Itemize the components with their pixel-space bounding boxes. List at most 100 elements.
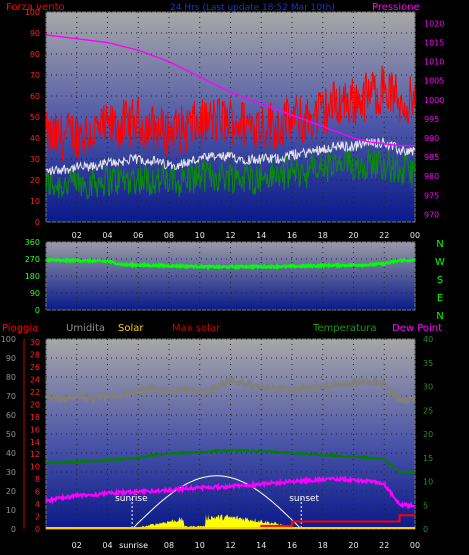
hour-tick-label: 06	[133, 231, 143, 240]
humidity-tick-label: 60	[6, 411, 16, 420]
rain-tick-label: 10	[30, 463, 40, 472]
pressure-y-ticks: 970 975 980 985 990 995 1000 1005 1010 1015 1020	[424, 19, 444, 219]
direction-plot-area	[45, 241, 416, 311]
humidity-tick-label: 90	[6, 354, 16, 363]
temperature-tick-label: 40	[423, 335, 433, 344]
humidity-tick-label: 0	[11, 525, 16, 534]
dew-point-line	[45, 474, 416, 510]
sunrise-axis-label: sunrise	[119, 541, 148, 550]
wind-tick-label: 70	[30, 71, 40, 80]
wind-center-label: 24 Hrs (Last update 18:52 Mar 10th)	[170, 3, 335, 13]
hour-tick-label: 12	[225, 541, 235, 550]
wind-tick-label: 100	[25, 8, 40, 17]
hour-tick-label: 22	[379, 231, 389, 240]
direction-series	[45, 257, 416, 271]
rain-tick-label: 4	[35, 500, 40, 509]
compass-label: N	[436, 239, 443, 250]
wind-series	[45, 34, 416, 200]
compass-label: W	[435, 257, 445, 268]
hour-tick-label: 04	[102, 231, 112, 240]
sunrise-label: sunrise	[115, 494, 148, 504]
ten-min-line	[45, 137, 416, 176]
rain-tick-label: 26	[30, 363, 40, 372]
hour-tick-label: 00	[410, 231, 420, 240]
sunset-label: sunset	[289, 494, 319, 504]
direction-y-ticks: 0 90 180 270 360	[25, 238, 40, 315]
wind-tick-label: 10	[30, 197, 40, 206]
pressure-tick-label: 1005	[424, 77, 444, 86]
humidity-tick-label: 30	[6, 468, 16, 477]
rain-tick-label: 12	[30, 450, 40, 459]
hour-tick-label: 04	[102, 541, 112, 550]
rain-tick-label: 16	[30, 425, 40, 434]
direction-tick-label: 270	[25, 255, 40, 264]
temperature-line	[45, 448, 416, 475]
hour-tick-label: 16	[287, 541, 297, 550]
pressure-tick-label: 1015	[424, 39, 444, 48]
pressure-line	[45, 34, 415, 147]
humidity-tick-label: 10	[6, 506, 16, 515]
rain-grid	[45, 338, 416, 530]
pressure-tick-label: 970	[424, 210, 439, 219]
humidity-tick-label: 40	[6, 449, 16, 458]
rain-tick-label: 14	[30, 438, 40, 447]
hour-tick-label: 16	[287, 231, 297, 240]
direction-tick-label: 180	[25, 272, 40, 281]
pressure-tick-label: 1010	[424, 58, 444, 67]
solar-label: Solar	[118, 323, 144, 334]
pressure-tick-label: 980	[424, 172, 439, 181]
pressure-tick-label: 985	[424, 153, 439, 162]
rain-tick-label: 6	[35, 488, 40, 497]
compass-label: S	[437, 275, 443, 286]
rain-tick-label: 0	[35, 525, 40, 534]
hour-tick-label: 20	[348, 541, 358, 550]
rain-tick-label: 8	[35, 475, 40, 484]
hour-tick-label: 02	[72, 231, 82, 240]
wind-x-ticks: 02 04 06 08 10 12 14 16 18 20 22 00	[72, 231, 420, 240]
wind-tick-label: 30	[30, 155, 40, 164]
rain-tick-label: 24	[30, 375, 40, 384]
wind-tick-label: 40	[30, 134, 40, 143]
hour-tick-label: 14	[256, 541, 266, 550]
hour-tick-label: 10	[195, 541, 205, 550]
humidity-tick-label: 70	[6, 392, 16, 401]
average-line	[45, 148, 416, 200]
dew-point-label: Dew Point	[392, 323, 442, 334]
max-solar-arch	[131, 475, 302, 530]
direction-tick-label: 0	[35, 306, 40, 315]
rain-tick-label: 22	[30, 388, 40, 397]
hour-tick-label: 18	[318, 541, 328, 550]
rain-tick-label: 2	[35, 513, 40, 522]
humidity-tick-label: 50	[6, 430, 16, 439]
pressure-tick-label: 995	[424, 115, 439, 124]
temperature-tick-label: 10	[423, 478, 433, 487]
hour-tick-label: 18	[318, 231, 328, 240]
humidity-tick-label: 100	[1, 335, 16, 344]
hour-tick-label: 02	[72, 541, 82, 550]
rain-label: Pioggia	[2, 323, 38, 334]
wind-tick-label: 0	[35, 218, 40, 227]
humidity-line	[44, 373, 416, 405]
pressure-label: Pressione	[372, 2, 420, 13]
rain-tick-label: 18	[30, 413, 40, 422]
temperature-tick-label: 0	[423, 525, 428, 534]
wind-tick-label: 20	[30, 176, 40, 185]
temperature-y-ticks: 0 5 10 15 20 25 30 35 40	[423, 335, 433, 534]
solar-series	[131, 475, 302, 530]
max-solar-label: Max solar	[172, 323, 221, 334]
temperature-tick-label: 30	[423, 383, 433, 392]
wind-y-ticks: 0 10 20 30 40 50 60 70 80 90 100	[25, 8, 40, 227]
wind-tick-label: 60	[30, 92, 40, 101]
direction-line	[45, 257, 416, 271]
temperature-tick-label: 20	[423, 430, 433, 439]
direction-tick-label: 90	[30, 289, 40, 298]
hour-tick-label: 10	[195, 231, 205, 240]
humidity-tick-label: 80	[6, 373, 16, 382]
pressure-tick-label: 1000	[424, 96, 444, 105]
compass-label: N	[436, 311, 443, 322]
wind-tick-label: 50	[30, 113, 40, 122]
rain-x-ticks: 02 04 08 10 12 14 16 18 20 22 00	[72, 541, 420, 550]
rain-tick-label: 20	[30, 400, 40, 409]
humidity-label: Umidita	[66, 323, 105, 334]
